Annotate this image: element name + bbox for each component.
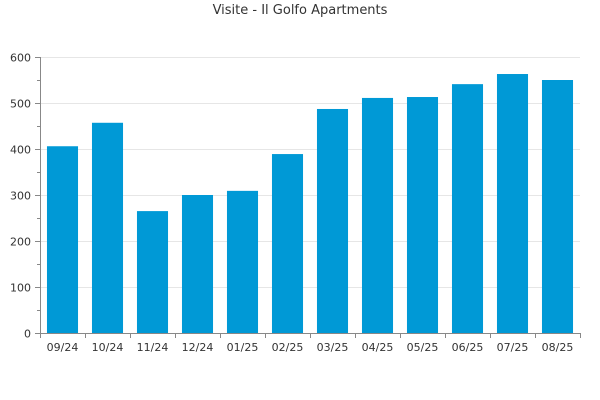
x-tick-label: 10/24 [92,341,124,354]
y-axis-ticks: 0 100 200 300 400 500 600 [10,52,40,341]
x-tick-label: 06/25 [452,341,484,354]
bar [226,190,259,333]
bar [46,146,79,333]
y-tick-label: 500 [10,98,31,111]
bar [91,122,124,333]
bar [541,80,574,333]
bar [451,84,484,333]
gridlines [40,57,580,288]
bar [316,108,349,333]
y-tick-label: 300 [10,190,31,203]
bar [136,211,169,333]
x-tick-label: 03/25 [317,341,349,354]
bar [406,97,439,334]
y-tick-label: 200 [10,236,31,249]
y-tick-label: 0 [24,328,31,341]
x-tick-label: 05/25 [407,341,439,354]
x-tick-label: 02/25 [272,341,304,354]
bar [496,74,529,334]
y-tick-label: 100 [10,282,31,295]
bar [361,97,394,333]
x-tick-label: 11/24 [137,341,169,354]
x-tick-label: 12/24 [182,341,214,354]
x-tick-label: 09/24 [47,341,79,354]
bar [181,195,214,333]
x-axis-ticks: 09/24 10/24 11/24 12/24 01/25 02/25 03/25 04/25… [40,333,581,354]
x-tick-label: 08/25 [542,341,574,354]
bars [46,74,574,334]
bar [271,154,304,333]
y-tick-label: 400 [10,144,31,157]
x-tick-label: 01/25 [227,341,259,354]
x-tick-label: 04/25 [362,341,394,354]
x-tick-label: 07/25 [497,341,529,354]
y-tick-label: 600 [10,52,31,65]
chart-title: Visite - Il Golfo Apartments [212,3,388,18]
